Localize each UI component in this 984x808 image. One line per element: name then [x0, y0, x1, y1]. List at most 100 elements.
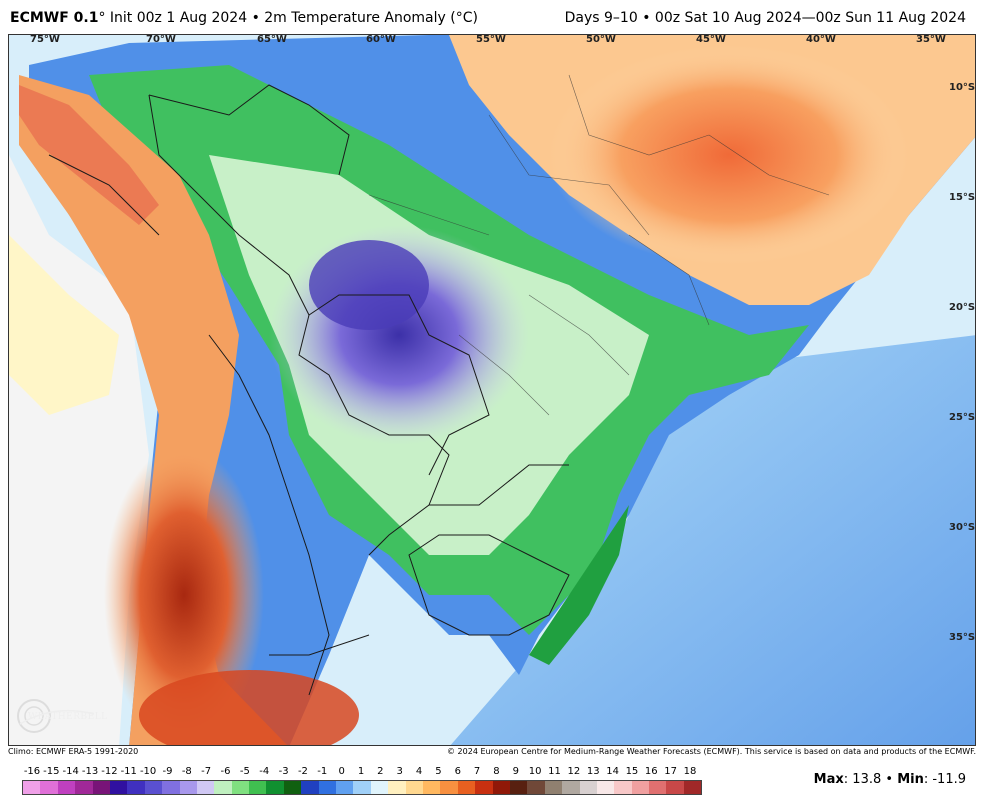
- lat-label-35s: 35°S: [949, 632, 976, 643]
- lon-label-45w: 45°W: [696, 34, 726, 45]
- scale-tick-label: 7: [473, 766, 481, 777]
- chart-header: ECMWF 0.1° Init 00z 1 Aug 2024 • 2m Temp…: [0, 0, 984, 34]
- scale-tick-label: -9: [162, 766, 173, 777]
- warm-patagonia: [139, 670, 359, 745]
- scale-tick-label: -6: [220, 766, 231, 777]
- scale-tick-label: 3: [396, 766, 403, 777]
- atlantic-ocean: [450, 335, 975, 745]
- scale-tick-label: -14: [62, 766, 79, 777]
- scale-tick-label: 8: [493, 766, 500, 777]
- max-label: Max: [813, 772, 844, 787]
- scale-swatch: [231, 781, 250, 794]
- scale-tick-label: -8: [181, 766, 192, 777]
- cold-core-inner: [309, 240, 429, 330]
- scale-swatch: [457, 781, 476, 794]
- scale-swatch: [683, 781, 702, 794]
- scale-swatch: [92, 781, 110, 794]
- init-info: ° Init 00z 1 Aug 2024 • 2m Temperature A…: [98, 10, 478, 26]
- weatherbell-logo: [17, 699, 95, 733]
- lon-label-70w: 70°W: [146, 34, 176, 45]
- scale-swatch: [562, 781, 580, 794]
- scale-tick-label: 0: [338, 766, 345, 777]
- scale-tick-label: -2: [297, 766, 308, 777]
- climo-credit: Climo: ECMWF ERA-5 1991-2020: [8, 747, 139, 756]
- scale-swatch: [631, 781, 650, 794]
- scale-swatch: [249, 781, 267, 794]
- scale-tick-label: -11: [120, 766, 137, 777]
- scale-tick-label: -4: [259, 766, 270, 777]
- scale-swatch: [527, 781, 545, 794]
- max-value: : 13.8: [843, 772, 882, 787]
- scale-swatch: [388, 781, 406, 794]
- valid-time: Days 9–10 • 00z Sat 10 Aug 2024—00z Sun …: [564, 10, 966, 26]
- lon-label-55w: 55°W: [476, 34, 506, 45]
- scale-tick-label: 12: [567, 766, 581, 777]
- scale-swatch: [75, 781, 93, 794]
- lon-label-50w: 50°W: [586, 34, 616, 45]
- lat-label-20s: 20°S: [949, 302, 976, 313]
- warm-andes-core: [104, 445, 264, 745]
- scale-tick-label: -12: [101, 766, 118, 777]
- scale-swatch: [336, 781, 354, 794]
- scale-tick-label: 14: [606, 766, 619, 777]
- min-value: : -11.9: [923, 772, 966, 787]
- scale-tick-label: 17: [664, 766, 678, 777]
- scale-tick-label: 15: [625, 766, 639, 777]
- scale-swatch: [492, 781, 510, 794]
- lat-label-30s: 30°S: [949, 522, 976, 533]
- scale-tick-label: 5: [435, 766, 442, 777]
- coastal-green-strip: [529, 505, 629, 665]
- scale-swatch: [283, 781, 302, 794]
- lon-label-40w: 40°W: [806, 34, 836, 45]
- scale-tick-label: 16: [644, 766, 658, 777]
- scale-swatch: [109, 781, 128, 794]
- scale-swatch: [214, 781, 232, 794]
- warm-andes: [19, 75, 288, 745]
- copyright-credit: © 2024 European Centre for Medium-Range …: [447, 747, 976, 756]
- scale-swatch: [196, 781, 215, 794]
- color-scale: -16 -15 -14 -13 -12 -11 -10 -9 -8 -7 -6 -5 -4 -3 -2 -1 0…: [22, 766, 702, 795]
- scale-swatch: [509, 781, 528, 794]
- scale-swatch: [144, 781, 163, 794]
- credits: Climo: ECMWF ERA-5 1991-2020 © 2024 Euro…: [8, 746, 976, 760]
- lat-label-15s: 15°S: [949, 192, 976, 203]
- scale-swatch: [23, 781, 41, 794]
- scale-swatch: [649, 781, 667, 794]
- scale-tick-label: -1: [317, 766, 328, 777]
- scale-swatch: [179, 781, 197, 794]
- scale-tick-label: 18: [683, 766, 697, 777]
- scale-tick-label: -3: [278, 766, 289, 777]
- andes-north-strip: [19, 85, 159, 225]
- scale-swatch: [301, 781, 319, 794]
- stats-separator: •: [881, 772, 898, 787]
- scale-swatch: [127, 781, 145, 794]
- scale-swatch: [614, 781, 632, 794]
- min-label: Min: [897, 772, 924, 787]
- chart-title: ECMWF 0.1° Init 00z 1 Aug 2024 • 2m Temp…: [10, 10, 478, 26]
- warm-northeast-core: [549, 45, 909, 265]
- scale-swatch: [405, 781, 423, 794]
- scale-tick-label: 2: [377, 766, 384, 777]
- scale-swatch: [579, 781, 597, 794]
- lon-label-75w: 75°W: [30, 34, 60, 45]
- scale-swatch: [596, 781, 615, 794]
- scale-swatch: [266, 781, 284, 794]
- pacific-warm-patch: [9, 235, 119, 415]
- scale-bar: [22, 780, 702, 795]
- scale-swatch: [544, 781, 563, 794]
- anomaly-map: [8, 34, 976, 746]
- scale-tick-label: -10: [139, 766, 157, 777]
- scale-tick-label: 4: [415, 766, 423, 777]
- lon-label-60w: 60°W: [366, 34, 396, 45]
- scale-swatch: [422, 781, 441, 794]
- scale-swatch: [370, 781, 389, 794]
- scale-tick-label: 10: [528, 766, 542, 777]
- scale-tick-label: 1: [357, 766, 365, 777]
- lon-label-35w: 35°W: [916, 34, 946, 45]
- scale-swatch: [318, 781, 337, 794]
- lon-label-65w: 65°W: [257, 34, 287, 45]
- scale-tick-label: -15: [43, 766, 60, 777]
- scale-swatch: [666, 781, 684, 794]
- scale-tick-label: 6: [454, 766, 461, 777]
- scale-tick-label: -7: [201, 766, 212, 777]
